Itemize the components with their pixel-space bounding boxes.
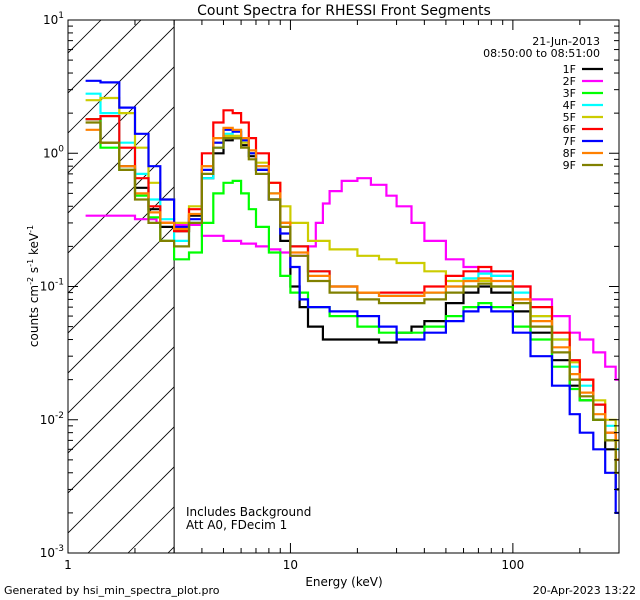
hatch-line	[68, 26, 175, 134]
hatch-line	[68, 306, 175, 414]
x-tick-label: 10	[283, 558, 298, 572]
legend-date: 21-Jun-2013	[532, 35, 600, 48]
series-9F	[85, 121, 619, 474]
legend-label-5F: 5F	[563, 111, 576, 124]
series-8F	[85, 126, 619, 461]
annotation-background: Includes Background	[186, 505, 311, 519]
series-1F	[85, 118, 619, 491]
legend-label-8F: 8F	[563, 147, 576, 160]
hatch-line	[68, 346, 175, 454]
hatch-line	[68, 266, 175, 374]
spectra-series	[85, 79, 619, 514]
x-tick-label: 1	[64, 558, 72, 572]
legend-label-2F: 2F	[563, 75, 576, 88]
y-axis-label: counts cm-2 s-1 keV-1	[26, 225, 41, 347]
series-2F	[85, 177, 619, 381]
axis-ticks	[67, 19, 620, 554]
series-5F	[85, 96, 619, 442]
y-tick-label: 10-3	[40, 544, 64, 560]
y-tick-label: 10-1	[40, 278, 64, 294]
legend: 21-Jun-2013 08:50:00 to 08:51:00 1F2F3F4…	[483, 35, 603, 172]
excluded-energy-hatch	[68, 13, 640, 553]
legend-time-range: 08:50:00 to 08:51:00	[483, 47, 600, 60]
series-3F	[85, 118, 619, 461]
hatch-line	[248, 13, 640, 553]
legend-label-3F: 3F	[563, 87, 576, 100]
axis-tick-labels: 1 10 100 10-3 10-2 10-1 100 101	[40, 11, 525, 572]
series-6F	[85, 109, 619, 461]
legend-label-4F: 4F	[563, 99, 576, 112]
hatch-line	[68, 386, 175, 494]
y-tick-label: 100	[43, 144, 64, 160]
footer-timestamp: 20-Apr-2023 13:22	[533, 584, 636, 597]
series-4F	[85, 92, 619, 451]
hatch-line	[68, 226, 175, 334]
legend-label-9F: 9F	[563, 159, 576, 172]
hatch-line	[87, 466, 175, 553]
y-tick-label: 10-2	[40, 411, 64, 427]
hatch-line	[68, 20, 142, 94]
hatch-line	[68, 66, 175, 174]
x-axis-label: Energy (keV)	[305, 575, 382, 589]
legend-label-1F: 1F	[563, 63, 576, 76]
chart-title: Count Spectra for RHESSI Front Segments	[197, 3, 491, 19]
legend-label-6F: 6F	[563, 123, 576, 136]
x-tick-label: 100	[501, 558, 524, 572]
annotation-attenuator: Att A0, FDecim 1	[186, 518, 287, 532]
legend-label-7F: 7F	[563, 135, 576, 148]
footer-generated-by: Generated by hsi_min_spectra_plot.pro	[4, 584, 220, 597]
hatch-line	[68, 426, 175, 534]
y-tick-label: 101	[43, 11, 64, 27]
hatch-line	[68, 186, 175, 294]
series-7F	[85, 79, 619, 514]
